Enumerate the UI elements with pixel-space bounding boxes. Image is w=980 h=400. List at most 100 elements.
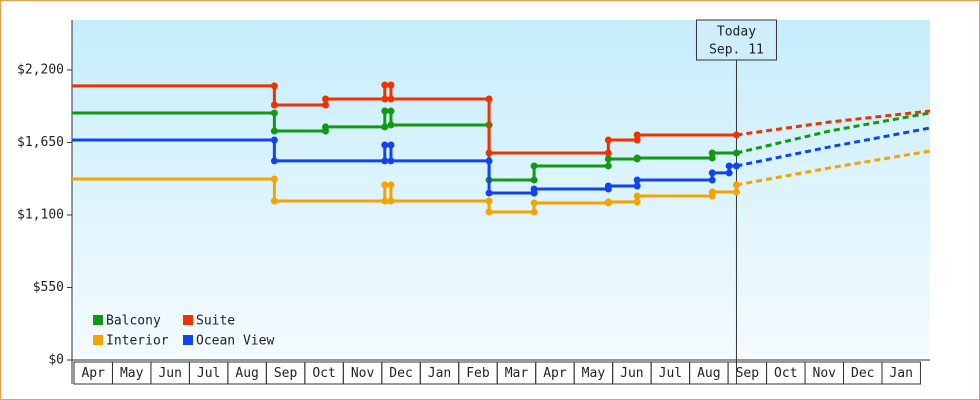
legend-swatch bbox=[93, 335, 103, 345]
x-tick-label: Apr bbox=[543, 366, 567, 381]
x-tick-label: Jun bbox=[158, 366, 181, 381]
forecast-line bbox=[736, 109, 931, 137]
forecast-line bbox=[736, 126, 931, 168]
x-tick-label: May bbox=[582, 366, 606, 381]
plot-area bbox=[72, 20, 930, 360]
price-dot bbox=[604, 155, 612, 163]
price-dot bbox=[387, 95, 395, 103]
month-box bbox=[881, 361, 921, 385]
price-dot bbox=[387, 157, 395, 165]
price-dot bbox=[633, 136, 641, 144]
price-dot bbox=[604, 136, 612, 144]
price-dot bbox=[270, 109, 278, 117]
legend-label: Suite bbox=[196, 314, 235, 329]
price-dot bbox=[381, 123, 389, 131]
x-tick-label: Dec bbox=[389, 366, 412, 381]
price-dot bbox=[604, 182, 612, 190]
price-dot bbox=[725, 162, 733, 170]
price-dot bbox=[270, 127, 278, 135]
price-dot bbox=[485, 95, 493, 103]
forecast-line bbox=[736, 149, 931, 187]
price-dot bbox=[381, 81, 389, 89]
forecast-line bbox=[736, 111, 931, 155]
price-dot bbox=[633, 131, 641, 139]
x-tick-label: Mar bbox=[505, 366, 529, 381]
price-dot bbox=[485, 197, 493, 205]
price-dot bbox=[387, 197, 395, 205]
today-label: Today bbox=[717, 25, 756, 40]
price-dot bbox=[633, 198, 641, 206]
price-dot bbox=[530, 185, 538, 193]
price-dot bbox=[604, 162, 612, 170]
price-dot bbox=[708, 149, 716, 157]
price-dot bbox=[387, 107, 395, 115]
legend-label: Interior bbox=[106, 334, 169, 349]
price-dot bbox=[381, 197, 389, 205]
x-tick-label: May bbox=[120, 366, 144, 381]
price-dot bbox=[633, 192, 641, 200]
price-dot bbox=[381, 95, 389, 103]
x-tick-label: Jul bbox=[197, 366, 220, 381]
x-tick-label: Apr bbox=[81, 366, 105, 381]
price-dot bbox=[387, 141, 395, 149]
y-tick-label: $2,200 bbox=[17, 62, 64, 77]
price-dot bbox=[387, 121, 395, 129]
legend-swatch bbox=[183, 335, 193, 345]
price-dot bbox=[322, 123, 330, 131]
price-dot bbox=[604, 149, 612, 157]
price-dot bbox=[270, 82, 278, 90]
price-dot bbox=[485, 149, 493, 157]
price-dot bbox=[530, 176, 538, 184]
price-dot bbox=[387, 81, 395, 89]
y-tick-label: $0 bbox=[48, 353, 64, 368]
price-dot bbox=[322, 95, 330, 103]
price-dot bbox=[732, 188, 740, 196]
today-label: Sep. 11 bbox=[709, 43, 764, 58]
price-dot bbox=[708, 188, 716, 196]
price-dot bbox=[270, 175, 278, 183]
y-tick-label: $550 bbox=[33, 280, 64, 295]
x-tick-label: Jun bbox=[620, 366, 643, 381]
x-tick-label: Aug bbox=[235, 366, 258, 381]
x-tick-label: Oct bbox=[312, 366, 335, 381]
price-dot bbox=[530, 162, 538, 170]
price-dot bbox=[270, 101, 278, 109]
price-dot bbox=[485, 157, 493, 165]
legend-label: Balcony bbox=[106, 314, 161, 329]
price-dot bbox=[381, 181, 389, 189]
price-dot bbox=[381, 141, 389, 149]
price-dot bbox=[633, 176, 641, 184]
price-dot bbox=[633, 154, 641, 162]
price-dot bbox=[604, 198, 612, 206]
price-dot bbox=[322, 101, 330, 109]
price-dot bbox=[725, 169, 733, 177]
price-dot bbox=[387, 181, 395, 189]
price-dot bbox=[530, 199, 538, 207]
x-tick-label: Dec bbox=[851, 366, 874, 381]
price-dot bbox=[708, 169, 716, 177]
price-dot bbox=[381, 107, 389, 115]
x-tick-label: Jan bbox=[889, 366, 912, 381]
x-tick-label: Nov bbox=[351, 366, 375, 381]
price-dot bbox=[381, 157, 389, 165]
today-box bbox=[695, 19, 777, 61]
price-dot bbox=[485, 189, 493, 197]
legend-swatch bbox=[93, 315, 103, 325]
x-tick-label: Oct bbox=[774, 366, 797, 381]
y-tick-label: $1,100 bbox=[17, 207, 64, 222]
x-tick-label: Nov bbox=[813, 366, 837, 381]
price-dot bbox=[633, 182, 641, 190]
price-dot bbox=[708, 176, 716, 184]
price-dot bbox=[270, 136, 278, 144]
x-tick-label: Feb bbox=[466, 366, 490, 381]
legend-swatch bbox=[183, 315, 193, 325]
price-dot bbox=[708, 154, 716, 162]
x-tick-label: Sep bbox=[736, 366, 760, 381]
price-dot bbox=[270, 197, 278, 205]
x-tick-label: Jan bbox=[428, 366, 451, 381]
y-tick-label: $1,650 bbox=[17, 135, 64, 150]
x-tick-label: Aug bbox=[697, 366, 720, 381]
price-dot bbox=[485, 208, 493, 216]
